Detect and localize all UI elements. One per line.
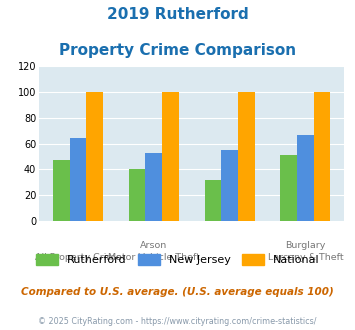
Bar — [297, 135, 314, 221]
Text: 2019 Rutherford: 2019 Rutherford — [106, 7, 248, 21]
Text: © 2025 CityRating.com - https://www.cityrating.com/crime-statistics/: © 2025 CityRating.com - https://www.city… — [38, 317, 317, 326]
Text: Motor Vehicle Theft: Motor Vehicle Theft — [108, 253, 200, 262]
Legend: Rutherford, New Jersey, National: Rutherford, New Jersey, National — [31, 250, 324, 270]
Text: Arson: Arson — [140, 241, 168, 249]
Text: All Property Crime: All Property Crime — [35, 253, 121, 262]
Text: Compared to U.S. average. (U.S. average equals 100): Compared to U.S. average. (U.S. average … — [21, 287, 334, 297]
Bar — [204, 180, 221, 221]
Text: Burglary: Burglary — [285, 241, 326, 249]
Bar — [70, 138, 86, 221]
Text: Larceny & Theft: Larceny & Theft — [268, 253, 343, 262]
Bar — [53, 160, 70, 221]
Bar — [129, 169, 146, 221]
Text: Property Crime Comparison: Property Crime Comparison — [59, 43, 296, 58]
Bar — [221, 150, 238, 221]
Bar — [146, 152, 162, 221]
Bar — [314, 92, 331, 221]
Bar — [162, 92, 179, 221]
Bar — [280, 155, 297, 221]
Bar — [238, 92, 255, 221]
Bar — [86, 92, 103, 221]
